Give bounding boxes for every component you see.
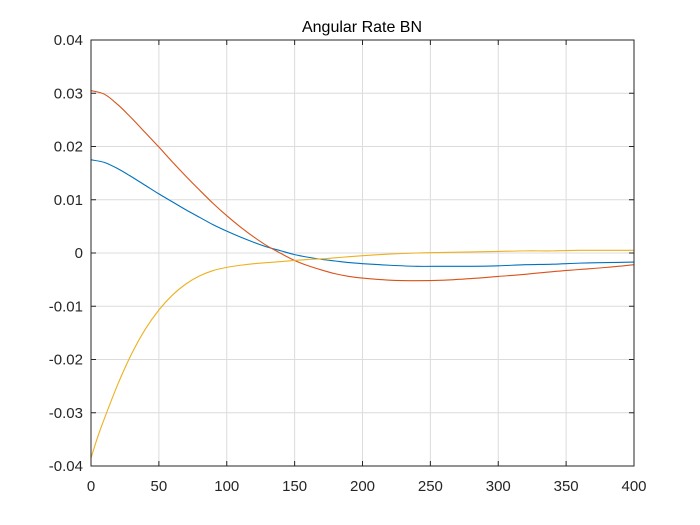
series-layer: [90, 90, 635, 459]
x-tick-label: 250: [418, 478, 443, 495]
x-tick-label: 0: [87, 478, 95, 495]
series-line-1: [90, 159, 635, 267]
y-tick-labels: 0.04 0.03 0.02 0.01 0 -0.01 -0.02 -0.03 -0.04: [49, 32, 83, 475]
y-tick-label: 0.04: [54, 32, 83, 49]
y-tick-label: 0: [75, 245, 83, 262]
chart-title: Angular Rate BN: [302, 19, 422, 36]
x-tick-label: 200: [350, 478, 375, 495]
x-tick-label: 350: [554, 478, 579, 495]
y-tick-label: -0.03: [49, 405, 83, 422]
x-tick-label: 150: [282, 478, 307, 495]
y-tick-label: 0.01: [54, 192, 83, 209]
x-tick-label: 300: [486, 478, 511, 495]
grid: [90, 39, 635, 467]
y-tick-label: -0.02: [49, 352, 83, 369]
x-tick-label: 50: [151, 478, 168, 495]
x-tick-label: 100: [214, 478, 239, 495]
y-tick-label: -0.04: [49, 458, 83, 475]
y-tick-label: 0.03: [54, 85, 83, 102]
ticks: [90, 39, 635, 467]
y-tick-label: 0.02: [54, 139, 83, 156]
x-tick-labels: 0 50 100 150 200 250 300 350 400: [87, 478, 647, 495]
y-tick-label: -0.01: [49, 298, 83, 315]
x-tick-label: 400: [621, 478, 646, 495]
series-line-3: [90, 249, 634, 459]
